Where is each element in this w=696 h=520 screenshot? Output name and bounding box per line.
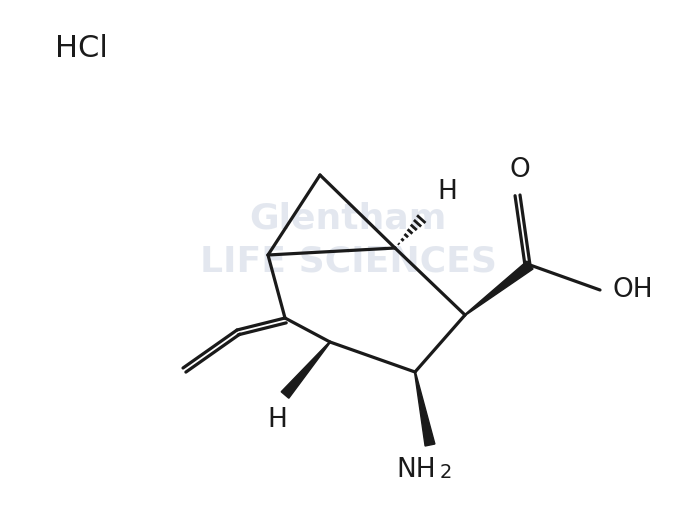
Text: O: O: [509, 157, 530, 183]
Text: OH: OH: [612, 277, 653, 303]
Text: H: H: [437, 179, 457, 205]
Polygon shape: [415, 372, 435, 446]
Text: HCl: HCl: [55, 33, 108, 62]
Text: 2: 2: [440, 463, 452, 482]
Polygon shape: [281, 342, 331, 398]
Text: NH: NH: [396, 457, 436, 483]
Text: H: H: [267, 407, 287, 433]
Polygon shape: [465, 261, 533, 316]
Text: Glentham
LIFE SCIENCES: Glentham LIFE SCIENCES: [200, 201, 496, 279]
